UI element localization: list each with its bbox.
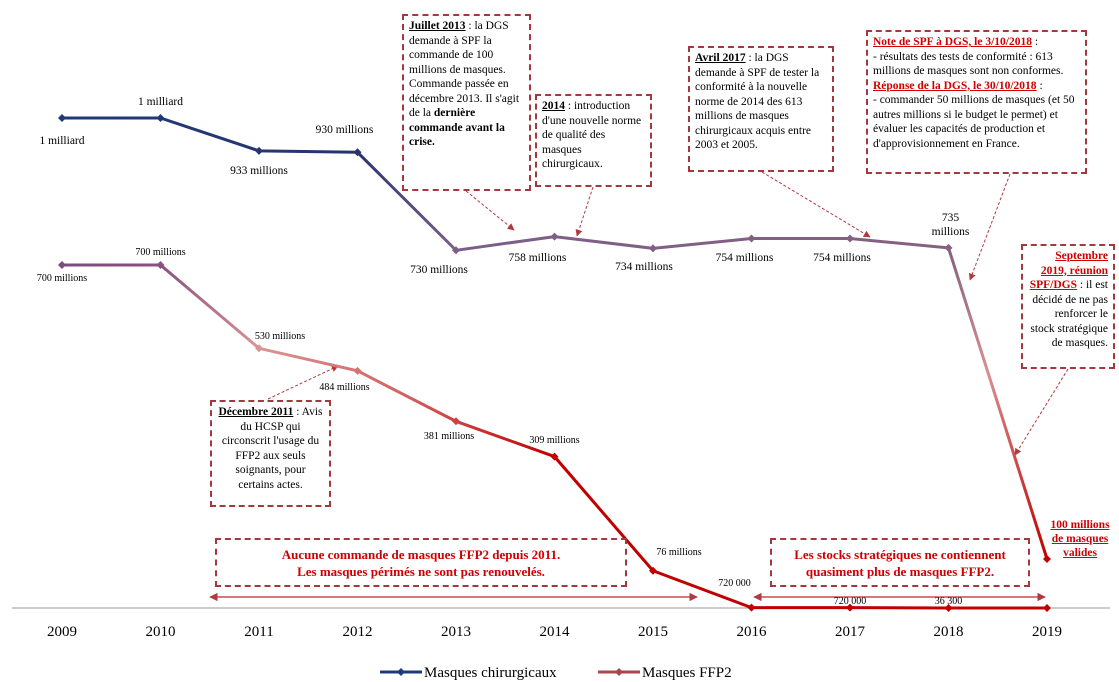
- value-label: 720 000: [718, 577, 751, 589]
- annotation-text: : il est décidé de ne pas renforcer le s…: [1030, 279, 1108, 349]
- legend-marker: [615, 668, 623, 676]
- legend: Masques chirurgicaux Masques FFP2: [380, 665, 732, 681]
- annotation-text: Réponse de la DGS, le 30/10/2018: [873, 79, 1037, 92]
- x-tick-label: 2009: [47, 624, 77, 640]
- callout-arrows: [267, 171, 1069, 456]
- x-tick-label: 2013: [441, 624, 471, 640]
- value-label: 735 millions: [931, 211, 970, 238]
- point-marker: [944, 603, 953, 612]
- value-label: 700 millions: [135, 247, 186, 258]
- annotation-text: Juillet 2013: [409, 20, 466, 32]
- value-label: 530 millions: [254, 331, 306, 343]
- x-tick-label: 2017: [835, 624, 865, 640]
- annotation-text: :: [1031, 36, 1039, 48]
- point-marker: [58, 261, 66, 269]
- x-tick-label: 2018: [933, 624, 964, 640]
- point-marker: [550, 232, 559, 241]
- annotation-text: Aucune commande de masques FFP2 depuis 2…: [281, 547, 561, 562]
- point-marker: [1043, 555, 1051, 563]
- value-label: 484 millions: [319, 381, 370, 393]
- point-marker: [156, 261, 165, 269]
- point-marker: [353, 148, 362, 157]
- value-label: 730 millions: [410, 264, 468, 277]
- value-label: 930 millions: [315, 124, 374, 137]
- value-label: 933 millions: [230, 164, 288, 177]
- value-label: 1 milliard: [39, 135, 85, 147]
- legend-marker: [397, 668, 405, 676]
- point-marker: [1043, 604, 1051, 612]
- annotation-text: : la DGS demande à SPF de tester la conf…: [695, 52, 820, 151]
- x-tick-label: 2012: [342, 624, 373, 640]
- value-label: 734 millions: [615, 261, 673, 274]
- x-tick-label: 2015: [638, 624, 668, 640]
- x-tick-label: 2019: [1032, 624, 1062, 640]
- annotation-box: Juillet 2013 : la DGS demande à SPF la c…: [402, 14, 531, 191]
- point-marker: [255, 146, 263, 155]
- annotation-text: - commander 50 millions de masques (et 5…: [873, 94, 1075, 150]
- annotation-box: Septembre 2019, réunion SPF/DGS : il est…: [1021, 244, 1115, 369]
- point-marker: [649, 244, 657, 253]
- value-label: 100 millions de masques valides: [1050, 519, 1110, 559]
- point-marker: [944, 243, 953, 252]
- point-marker: [747, 234, 756, 243]
- point-marker: [846, 603, 854, 612]
- value-label: 1 milliard: [137, 96, 184, 108]
- value-label: 754 millions: [813, 251, 871, 264]
- x-tick-label: 2011: [244, 624, 274, 640]
- annotation-box: Note de SPF à DGS, le 3/10/2018 :- résul…: [866, 30, 1087, 174]
- annotation-text: : Avis du HCSP qui circonscrit l'usage d…: [221, 406, 323, 491]
- annotation-box: Avril 2017 : la DGS demande à SPF de tes…: [688, 46, 834, 172]
- value-label: 76 millions: [656, 546, 702, 558]
- annotation-text: Décembre 2011: [218, 406, 294, 418]
- annotation-text: : la DGS demande à SPF la commande de 10…: [409, 20, 520, 119]
- x-tick-label: 2010: [145, 624, 176, 640]
- annotation-text: Les masques périmés ne sont pas renouvel…: [297, 564, 545, 579]
- x-tick-label: 2014: [539, 624, 570, 640]
- annotation-text: :: [1036, 79, 1043, 92]
- point-marker: [550, 452, 559, 461]
- annotation-text: - résultats des tests de conformité : 61…: [873, 50, 1064, 78]
- point-marker: [846, 234, 854, 243]
- value-label: 700 millions: [36, 273, 88, 284]
- point-marker: [452, 246, 460, 255]
- point-marker: [255, 344, 263, 353]
- annotation-text: Septembre 2019, réunion SPF/DGS: [1029, 250, 1108, 291]
- annotation-text: : introduction d'une nouvelle norme de q…: [542, 100, 642, 170]
- value-label: 381 millions: [423, 431, 475, 443]
- point-marker: [156, 114, 165, 122]
- annotation-box: 2014 : introduction d'une nouvelle norme…: [535, 94, 652, 187]
- value-label: 720 000: [833, 595, 867, 607]
- point-marker: [452, 417, 460, 426]
- point-marker: [58, 114, 66, 122]
- annotation-text: Les stocks stratégiques ne contiennent q…: [794, 547, 1006, 579]
- annotation-text: 2014: [542, 100, 565, 112]
- annotation-text: Avril 2017: [695, 52, 746, 64]
- legend-label: Masques chirurgicaux: [424, 665, 557, 681]
- annotation-box: Les stocks stratégiques ne contiennent q…: [770, 538, 1030, 587]
- annotation-box: Décembre 2011 : Avis du HCSP qui circons…: [210, 400, 331, 507]
- point-marker: [353, 366, 362, 375]
- value-label: 758 millions: [508, 251, 567, 264]
- legend-label: Masques FFP2: [642, 665, 732, 681]
- value-label: 36 300: [934, 595, 963, 607]
- point-marker: [649, 566, 657, 575]
- annotation-text: dernière commande avant la crise.: [409, 107, 505, 148]
- value-label: 754 millions: [715, 251, 774, 264]
- value-label: 309 millions: [529, 434, 580, 446]
- annotation-box: Aucune commande de masques FFP2 depuis 2…: [215, 538, 627, 587]
- annotation-text: Note de SPF à DGS, le 3/10/2018: [873, 36, 1032, 48]
- x-tick-label: 2016: [736, 624, 767, 640]
- point-marker: [747, 603, 756, 612]
